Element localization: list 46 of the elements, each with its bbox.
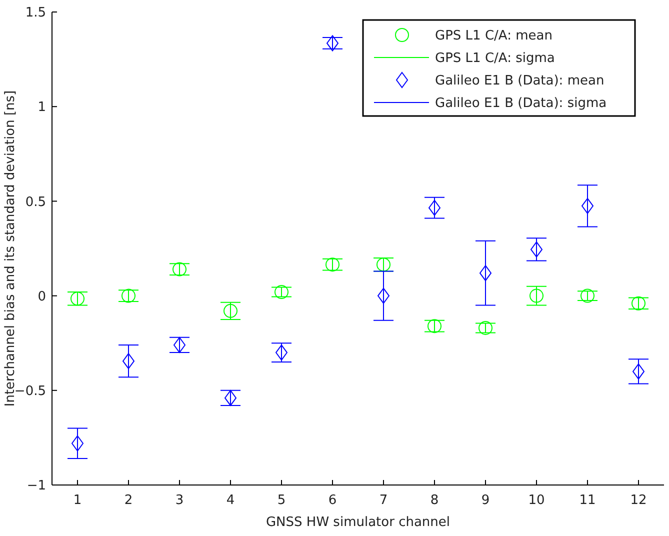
x-tick-label: 12 [630, 493, 647, 508]
y-tick-label: 1.5 [25, 6, 46, 21]
legend-label: Galileo E1 B (Data): mean [435, 74, 604, 89]
x-axis-title: GNSS HW simulator channel [266, 515, 450, 530]
point [122, 288, 136, 303]
x-tick-label: 8 [430, 493, 439, 508]
annotation: GPS L1 C/A: sigma [435, 51, 555, 66]
point [326, 35, 338, 52]
x-tick-label: 7 [379, 493, 388, 508]
y-tick-label: 0.5 [25, 194, 46, 210]
x-tick-label: 10 [528, 493, 545, 508]
y-tick-label: −1 [26, 478, 46, 494]
point [480, 265, 492, 282]
y-tick-label: 0 [38, 289, 46, 304]
point [174, 336, 186, 353]
point [428, 200, 440, 216]
point [530, 288, 544, 303]
x-tick-label: 9 [481, 493, 490, 508]
point [632, 363, 644, 380]
point [72, 435, 84, 452]
x-tick-label: 1 [73, 493, 82, 508]
x-tick-label: 2 [124, 493, 133, 508]
annotation: Galileo E1 B (Data): sigma [435, 96, 607, 112]
point [70, 292, 84, 306]
point [224, 390, 236, 406]
x-tick-label: 3 [175, 493, 184, 508]
point [326, 258, 340, 272]
point [122, 353, 134, 370]
point [478, 320, 492, 335]
point [580, 288, 594, 303]
point [428, 319, 442, 334]
x-tick-label: 6 [328, 493, 337, 508]
point [172, 262, 186, 276]
x-tick-label: 11 [579, 493, 596, 508]
point [582, 198, 594, 214]
point [224, 304, 238, 318]
point [378, 288, 390, 304]
point [276, 344, 288, 361]
legend-label: GPS L1 C/A: mean [435, 28, 552, 44]
point [376, 258, 390, 272]
point [530, 241, 542, 258]
point [632, 296, 646, 310]
x-tick-label: 5 [277, 493, 286, 508]
y-tick-label: 1 [38, 100, 46, 116]
x-tick-label: 4 [226, 493, 235, 508]
point [274, 285, 288, 300]
